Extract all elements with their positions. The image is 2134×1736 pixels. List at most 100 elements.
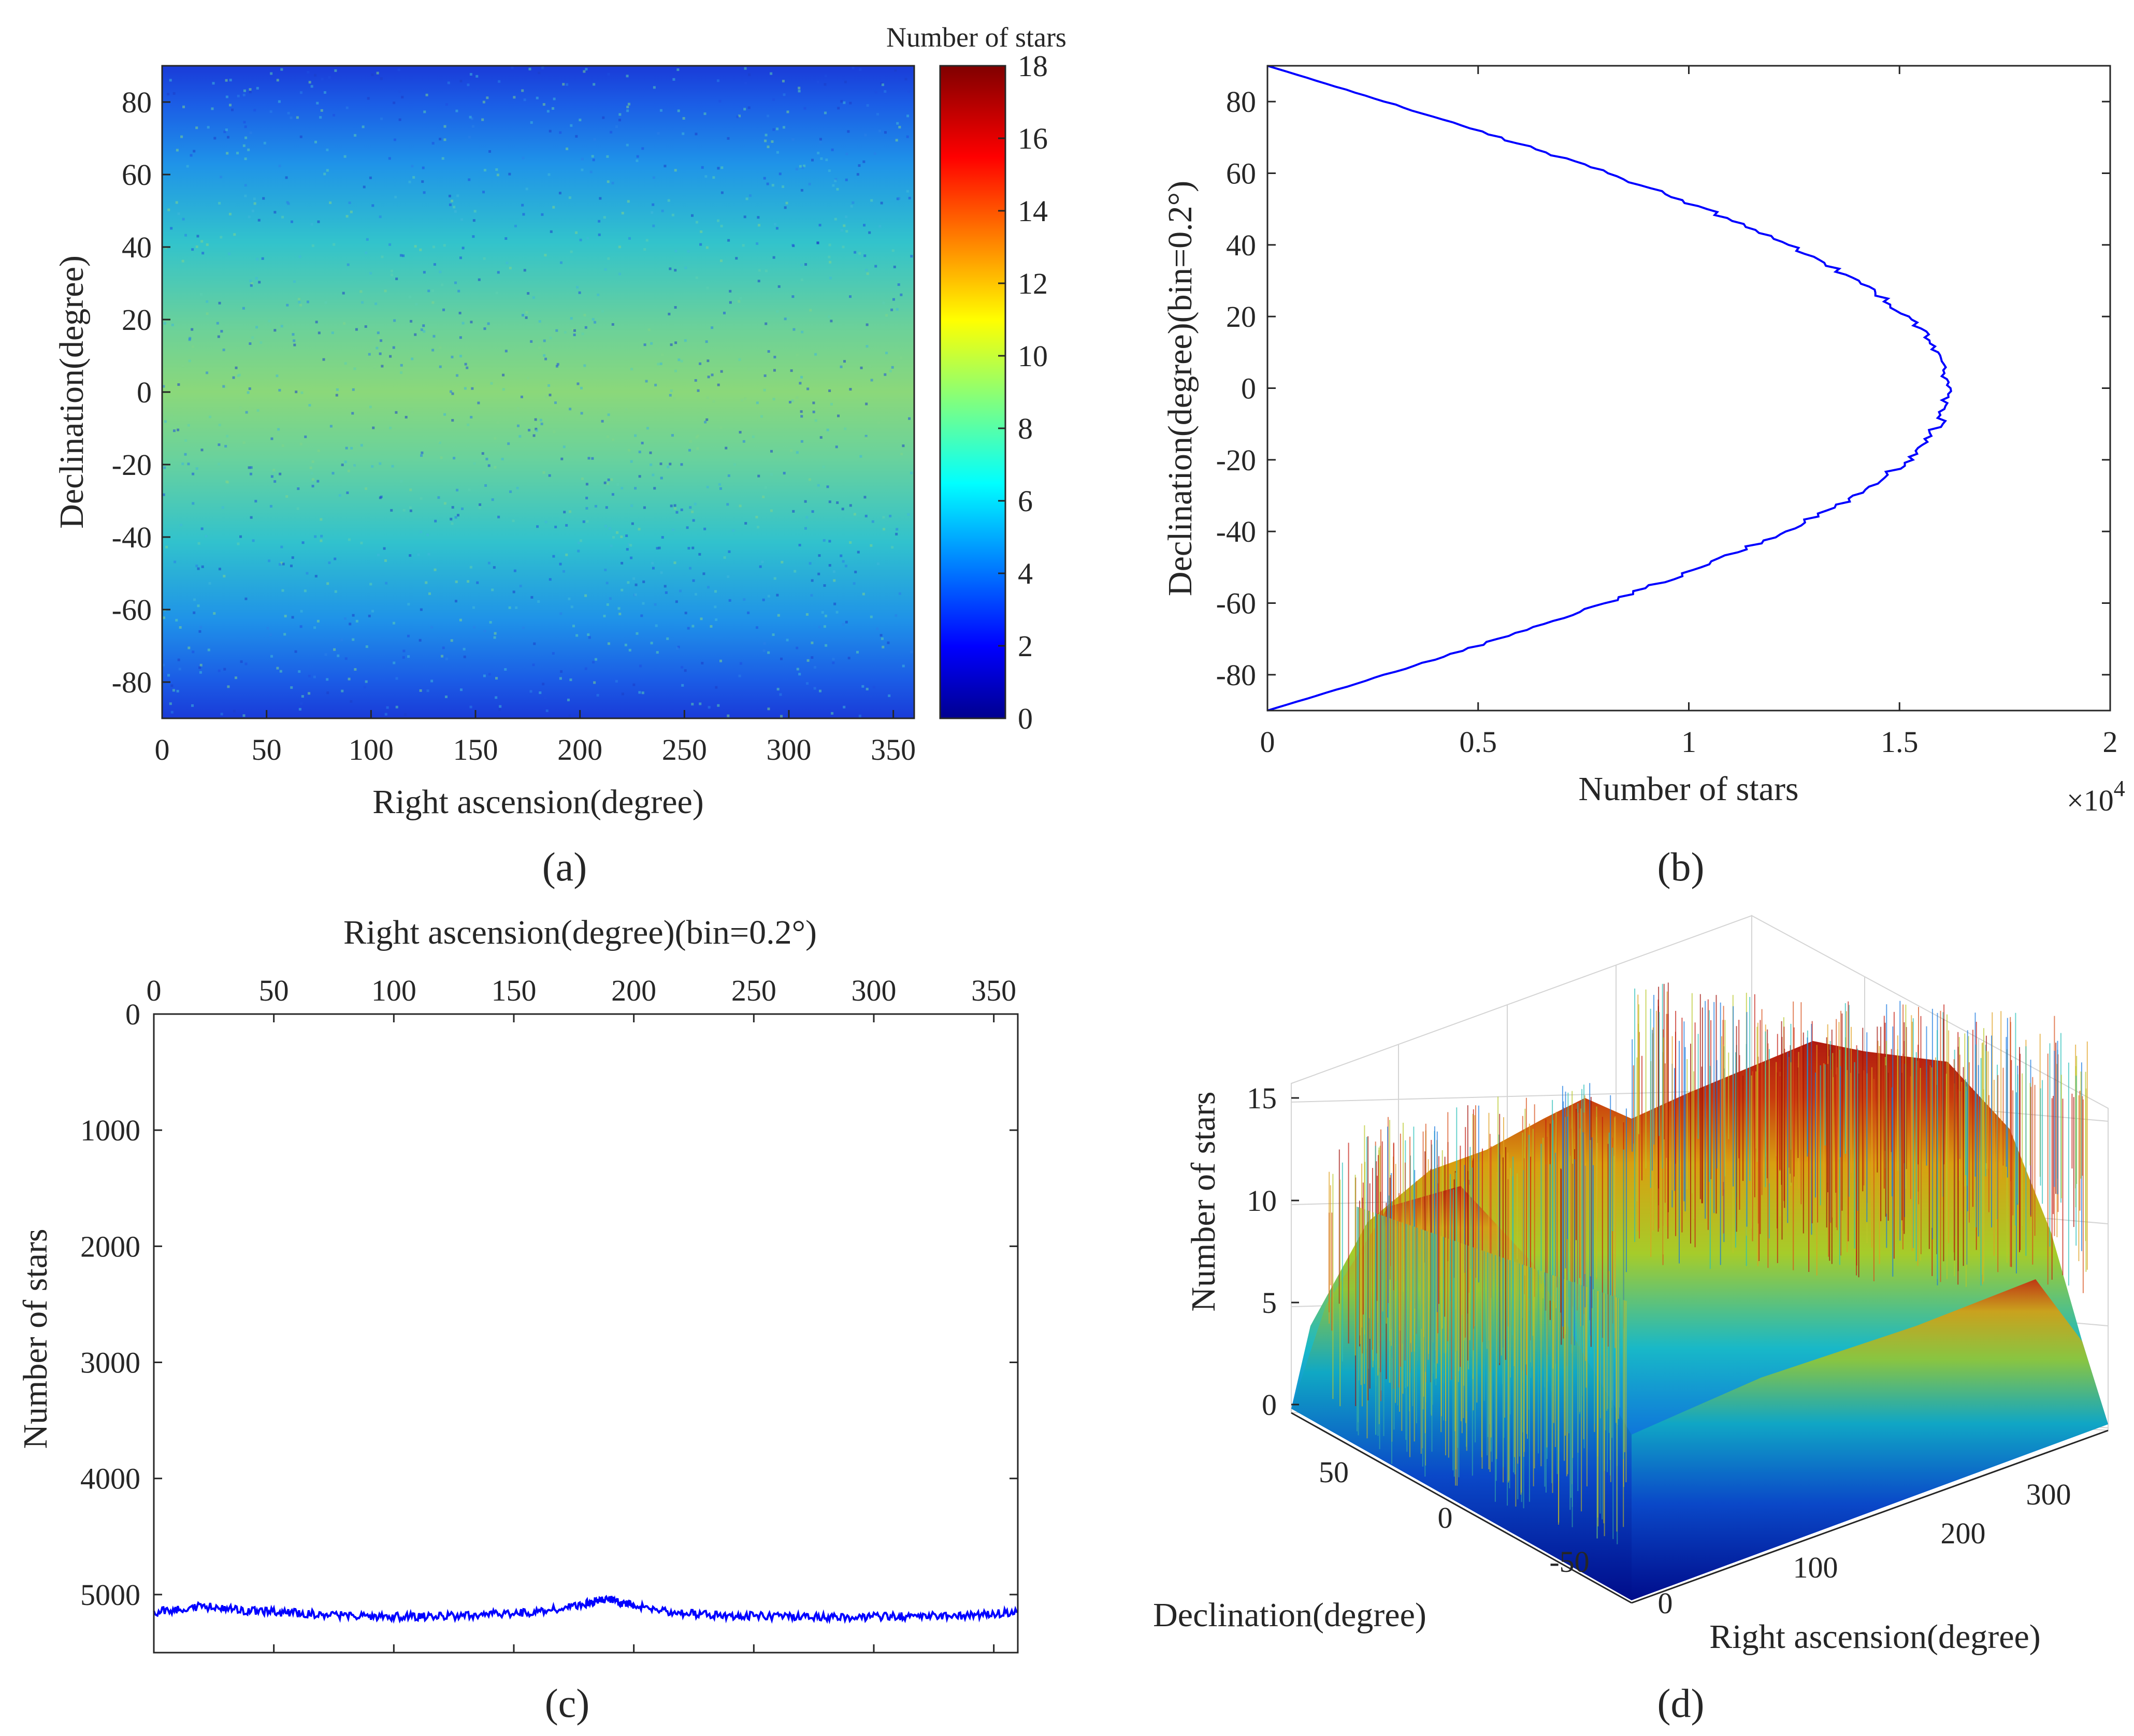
heatmap-noise-cell [326, 148, 329, 151]
heatmap-noise-cell [244, 194, 247, 197]
heatmap-noise-cell [891, 546, 894, 549]
heatmap-noise-cell [612, 536, 615, 539]
heatmap-noise-cell [870, 199, 873, 202]
heatmap-noise-cell [563, 570, 566, 573]
heatmap-noise-cell [691, 703, 694, 706]
heatmap-noise-cell [800, 415, 803, 418]
heatmap-noise-cell [459, 80, 463, 83]
heatmap-noise-cell [906, 114, 910, 118]
heatmap-noise-cell [887, 641, 890, 644]
heatmap-noise-cell [437, 496, 440, 499]
heatmap-noise-cell [738, 114, 741, 118]
heatmap-noise-cell [576, 382, 580, 385]
heatmap-noise-cell [483, 629, 486, 632]
heatmap-noise-cell [389, 426, 392, 429]
heatmap-noise-cell [767, 114, 770, 118]
heatmap-noise-cell [228, 212, 232, 215]
heatmap-noise-cell [454, 600, 457, 603]
heatmap-noise-cell [811, 656, 814, 659]
heatmap-noise-cell [371, 204, 374, 207]
heatmap-noise-cell [293, 339, 296, 342]
heatmap-noise-cell [405, 416, 408, 419]
heatmap-noise-cell [604, 569, 607, 572]
heatmap-noise-cell [379, 462, 382, 465]
heatmap-noise-cell [345, 446, 348, 450]
heatmap-noise-cell [175, 619, 178, 622]
heatmap-noise-cell [441, 157, 444, 160]
heatmap-noise-cell [193, 611, 196, 614]
heatmap-noise-cell [782, 126, 785, 129]
heatmap-noise-cell [774, 223, 777, 226]
heatmap-noise-cell [257, 219, 261, 222]
heatmap-x-tick-label: 0 [155, 733, 170, 766]
profile-plot-area [1267, 66, 2110, 711]
heatmap-noise-cell [605, 582, 609, 585]
heatmap-noise-cell [384, 559, 387, 562]
front-edge-left [1291, 1412, 1632, 1604]
heatmap-noise-cell [220, 236, 223, 239]
heatmap-noise-cell [681, 684, 684, 687]
heatmap-noise-cell [592, 318, 595, 321]
heatmap-noise-cell [573, 329, 576, 332]
heatmap-noise-cell [860, 366, 863, 369]
heatmap-noise-cell [704, 175, 708, 178]
heatmap-noise-cell [621, 561, 624, 565]
heatmap-noise-cell [425, 93, 428, 96]
heatmap-noise-cell [841, 508, 844, 511]
heatmap-noise-cell [249, 472, 252, 475]
heatmap-noise-cell [273, 329, 277, 332]
heatmap-noise-cell [538, 71, 541, 75]
heatmap-noise-cell [192, 472, 195, 475]
heatmap-noise-cell [900, 453, 903, 456]
heatmap-noise-cell [593, 681, 596, 684]
heatmap-noise-cell [665, 591, 668, 594]
heatmap-noise-cell [742, 244, 745, 247]
heatmap-noise-cell [536, 525, 539, 528]
heatmap-noise-cell [700, 230, 703, 233]
heatmap-noise-cell [420, 328, 423, 331]
heatmap-noise-cell [792, 510, 795, 513]
heatmap-noise-cell [483, 327, 486, 330]
heatmap-noise-cell [431, 289, 434, 292]
profile-y-tick-label: -40 [1216, 515, 1256, 548]
heatmap-noise-cell [494, 466, 497, 469]
heatmap-noise-cell [456, 488, 459, 491]
heatmap-noise-cell [182, 218, 185, 221]
heatmap-noise-cell [577, 549, 580, 553]
heatmap-noise-cell [864, 514, 868, 517]
heatmap-noise-cell [167, 93, 170, 96]
heatmap-noise-cell [744, 67, 747, 70]
heatmap-noise-cell [445, 103, 448, 106]
heatmap-noise-cell [896, 528, 899, 531]
heatmap-noise-cell [395, 705, 398, 708]
heatmap-noise-cell [842, 245, 845, 249]
heatmap-noise-cell [898, 197, 901, 200]
heatmap-noise-cell [770, 72, 773, 75]
heatmap-noise-cell [900, 356, 903, 359]
heatmap-noise-cell [650, 463, 653, 466]
heatmap-noise-cell [890, 308, 893, 311]
heatmap-noise-cell [566, 83, 569, 86]
heatmap-noise-cell [552, 206, 555, 209]
heatmap-noise-cell [715, 618, 718, 621]
heatmap-noise-cell [301, 541, 305, 544]
heatmap-noise-cell [882, 301, 885, 305]
heatmap-noise-cell [641, 147, 644, 150]
heatmap-noise-cell [726, 503, 729, 506]
heatmap-noise-cell [528, 67, 531, 70]
heatmap-noise-cell [556, 363, 559, 366]
heatmap-noise-cell [864, 435, 868, 438]
heatmap-noise-cell [818, 554, 821, 557]
heatmap-noise-cell [564, 417, 567, 420]
heatmap-noise-cell [390, 509, 393, 512]
colorbar-tick-label: 16 [1018, 122, 1048, 155]
heatmap-noise-cell [608, 527, 611, 530]
heatmap-x-tick-label: 150 [453, 733, 498, 766]
heatmap-noise-cell [617, 607, 621, 610]
heatmap-noise-cell [902, 444, 905, 447]
heatmap-noise-cell [584, 594, 587, 597]
heatmap-noise-cell [431, 142, 435, 145]
heatmap-noise-cell [459, 256, 462, 259]
heatmap-noise-cell [699, 243, 702, 246]
heatmap-noise-cell [784, 317, 787, 321]
